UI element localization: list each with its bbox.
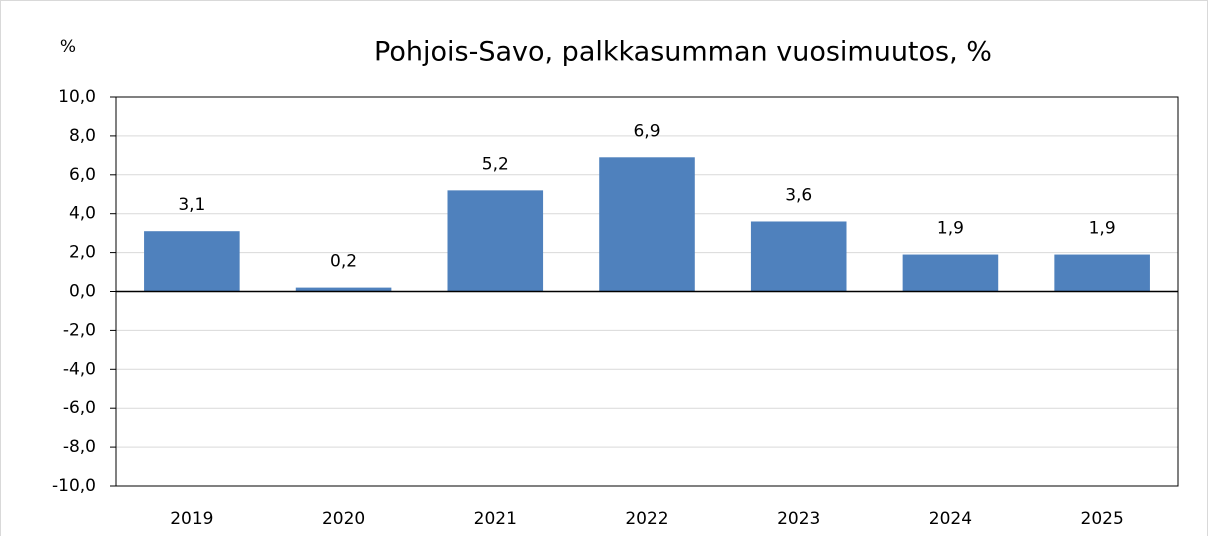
chart-title: Pohjois-Savo, palkkasumman vuosimuutos, … <box>374 37 992 68</box>
y-tick-label: -6,0 <box>63 398 96 418</box>
bar <box>295 287 392 292</box>
data-label: 1,9 <box>937 219 964 239</box>
x-tick-label: 2020 <box>322 509 365 529</box>
bar <box>1054 254 1150 292</box>
bar <box>599 157 695 292</box>
y-tick-label: 2,0 <box>69 243 96 263</box>
x-tick-label: 2021 <box>474 509 517 529</box>
bar <box>750 221 847 292</box>
y-tick-label: -8,0 <box>63 437 96 457</box>
y-tick-label: 10,0 <box>58 87 96 107</box>
x-tick-label: 2025 <box>1081 509 1124 529</box>
y-tick-label: -10,0 <box>52 476 96 496</box>
x-tick-label: 2023 <box>777 509 820 529</box>
x-tick-label: 2019 <box>170 509 213 529</box>
data-label: 0,2 <box>330 252 357 272</box>
bar <box>447 190 544 292</box>
data-label: 3,6 <box>785 185 812 205</box>
bar <box>902 254 999 292</box>
data-label: 3,1 <box>178 195 205 215</box>
y-tick-label: 6,0 <box>69 165 96 185</box>
x-tick-label: 2024 <box>929 509 972 529</box>
data-label: 6,9 <box>633 121 660 141</box>
y-tick-label: -4,0 <box>63 359 96 379</box>
y-tick-label: -2,0 <box>63 320 96 340</box>
y-axis-label: % <box>60 37 76 57</box>
y-tick-label: 8,0 <box>69 126 96 146</box>
data-label: 5,2 <box>482 154 509 174</box>
x-tick-label: 2022 <box>625 509 668 529</box>
y-tick-label: 0,0 <box>69 282 96 302</box>
plot-border <box>115 96 1179 487</box>
data-label: 1,9 <box>1089 219 1116 239</box>
bar <box>144 231 240 292</box>
y-tick-label: 4,0 <box>69 204 96 224</box>
